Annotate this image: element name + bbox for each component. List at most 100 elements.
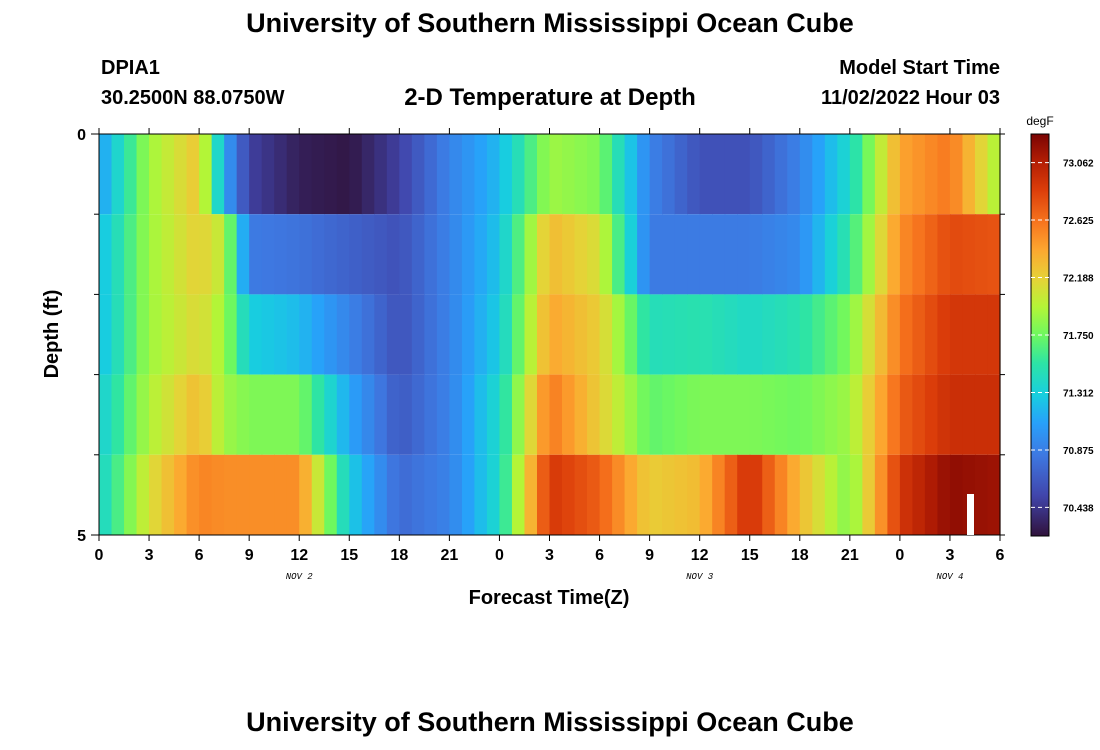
heatmap-cell	[186, 454, 200, 535]
heatmap-cell	[374, 374, 388, 455]
heatmap-cell	[374, 134, 388, 215]
heatmap-cell	[124, 454, 138, 535]
heatmap-cell	[612, 214, 626, 295]
heatmap-cell	[612, 374, 626, 455]
heatmap-cell	[687, 374, 701, 455]
heatmap-cell	[111, 294, 125, 375]
heatmap-cell	[399, 294, 413, 375]
heatmap-cell	[274, 374, 288, 455]
heatmap-cell	[511, 454, 526, 535]
heatmap-cell	[524, 134, 538, 215]
heatmap-cell	[874, 454, 888, 535]
x-tick-label: 3	[945, 547, 954, 564]
heatmap-cell	[899, 214, 913, 295]
heatmap-cell	[236, 294, 250, 375]
heatmap-cell	[987, 454, 1001, 535]
heatmap-cell	[374, 294, 388, 375]
heatmap-cell	[411, 134, 425, 215]
heatmap-cell	[149, 134, 163, 215]
heatmap-cell	[837, 374, 851, 455]
heatmap-cell	[624, 134, 638, 215]
heatmap-cell	[799, 294, 813, 375]
heatmap-cell	[499, 454, 513, 535]
heatmap-cell	[649, 134, 663, 215]
heatmap-cell	[962, 214, 976, 295]
date-label: NOV 4	[936, 572, 963, 582]
heatmap-cell	[511, 374, 526, 455]
heatmap-cell	[612, 454, 626, 535]
heatmap-cell	[536, 134, 551, 215]
heatmap-cell	[536, 294, 551, 375]
heatmap-cell	[149, 294, 163, 375]
heatmap-cell	[912, 294, 926, 375]
heatmap-cell	[587, 214, 601, 295]
heatmap-cell	[887, 134, 901, 215]
colorbar-tick-label: 72.625	[1063, 216, 1094, 227]
x-tick-label: 21	[440, 547, 458, 564]
model-start-label: Model Start Time	[839, 57, 1000, 79]
heatmap-cell	[962, 294, 976, 375]
heatmap-cell	[799, 214, 813, 295]
heatmap-cell	[449, 294, 463, 375]
heatmap-cell	[311, 454, 325, 535]
heatmap-cell	[461, 454, 476, 535]
heatmap-cell	[424, 374, 438, 455]
heatmap-cell	[987, 374, 1001, 455]
heatmap-cell	[249, 134, 263, 215]
x-tick-label: 18	[390, 547, 408, 564]
heatmap-cell	[962, 374, 976, 455]
heatmap-cell	[361, 454, 375, 535]
heatmap-cell	[474, 214, 488, 295]
x-tick-label: 0	[95, 547, 104, 564]
heatmap-cell	[236, 454, 250, 535]
heatmap-cell	[912, 134, 926, 215]
heatmap-cell	[411, 294, 425, 375]
heatmap-cell	[336, 374, 350, 455]
heatmap-cell	[599, 374, 613, 455]
heatmap-cell	[461, 374, 476, 455]
heatmap-cell	[261, 294, 275, 375]
heatmap-cell	[774, 134, 788, 215]
heatmap-cell	[687, 214, 701, 295]
heatmap-cell	[449, 134, 463, 215]
heatmap-cell	[111, 374, 125, 455]
heatmap-cell	[161, 214, 175, 295]
heatmap-cell	[874, 134, 888, 215]
heatmap-cell	[787, 214, 801, 295]
heatmap-cell	[399, 214, 413, 295]
heatmap-cell	[937, 454, 951, 535]
heatmap-cell	[424, 134, 438, 215]
heatmap-cell	[274, 134, 288, 215]
heatmap-cell	[824, 374, 838, 455]
heatmap-cell	[562, 374, 576, 455]
heatmap-cell	[699, 294, 713, 375]
heatmap-cell	[324, 454, 338, 535]
heatmap-cell	[637, 134, 651, 215]
heatmap-cell	[299, 454, 313, 535]
heatmap-cell	[612, 294, 626, 375]
heatmap-cell	[486, 214, 501, 295]
heatmap-cell	[674, 214, 688, 295]
x-tick-label: 3	[545, 547, 554, 564]
y-tick-label: 0	[77, 127, 86, 144]
heatmap-cell	[161, 294, 175, 375]
heatmap-cell	[161, 454, 175, 535]
heatmap-cell	[361, 374, 375, 455]
heatmap-cell	[562, 134, 576, 215]
heatmap-cell	[762, 294, 776, 375]
heatmap-cell	[549, 294, 563, 375]
heatmap-cell	[524, 294, 538, 375]
heatmap-cell	[536, 214, 551, 295]
heatmap-cell	[737, 294, 751, 375]
heatmap-cell	[837, 454, 851, 535]
heatmap-cell	[824, 214, 838, 295]
heatmap-cell	[211, 214, 225, 295]
heatmap-cell	[224, 374, 238, 455]
heatmap-cell	[949, 134, 964, 215]
heatmap-cell	[99, 134, 113, 215]
heatmap-cell	[674, 374, 688, 455]
heatmap-cell	[862, 454, 876, 535]
heatmap-cell	[299, 214, 313, 295]
heatmap-cell	[562, 294, 576, 375]
heatmap-cell	[824, 134, 838, 215]
